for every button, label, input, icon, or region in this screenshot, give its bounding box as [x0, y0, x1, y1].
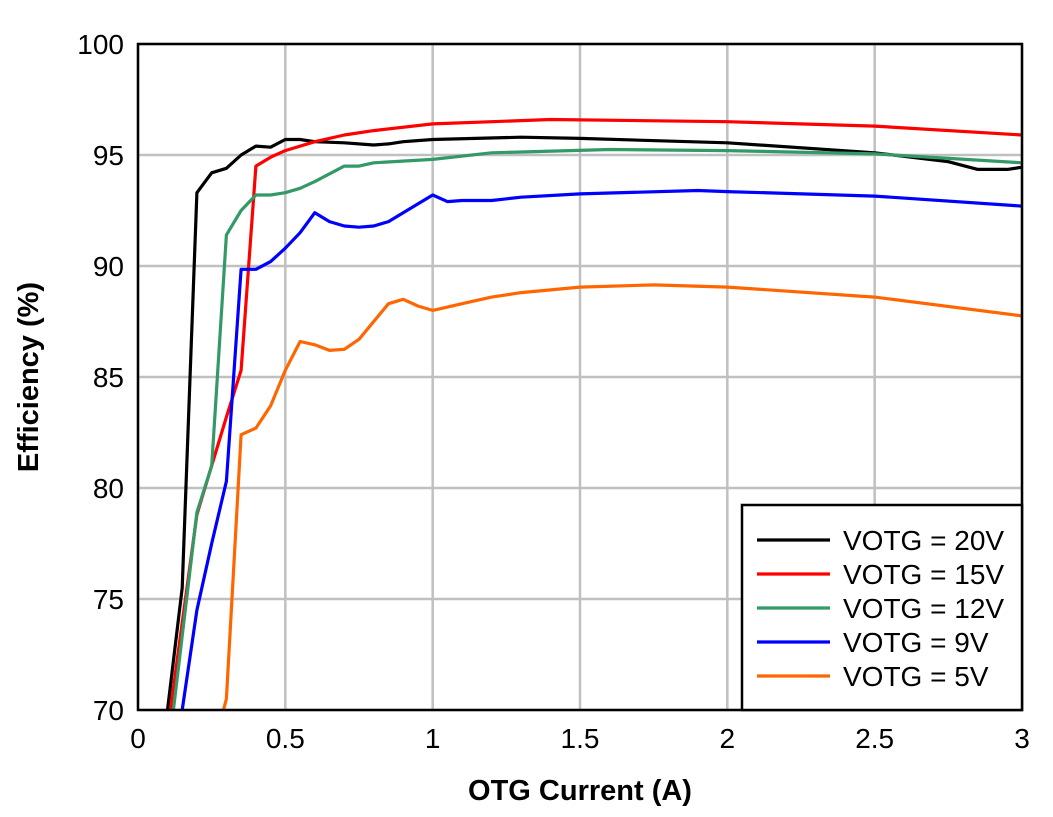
legend-label: VOTG = 20V [843, 525, 1004, 556]
series-lines [165, 117, 1022, 710]
x-tick-labels: 0 0.5 1 1.5 2 2.5 3 [130, 723, 1030, 754]
x-tick-label: 0.5 [266, 723, 305, 754]
legend-label: VOTG = 5V [843, 661, 989, 692]
plot-frame [136, 42, 1024, 712]
y-tick-label: 85 [93, 362, 124, 393]
x-tick-label: 1 [425, 723, 441, 754]
series-line-3 [180, 188, 1022, 710]
legend-label: VOTG = 15V [843, 559, 1004, 590]
x-tick-label: 3 [1014, 723, 1030, 754]
x-tick-label: 2.5 [855, 723, 894, 754]
y-tick-label: 75 [93, 584, 124, 615]
y-tick-label: 70 [93, 695, 124, 726]
y-tick-label: 80 [93, 473, 124, 504]
y-tick-label: 90 [93, 251, 124, 282]
y-tick-label: 100 [77, 29, 124, 60]
y-tick-labels: 70 75 80 85 90 95 100 [77, 29, 124, 726]
x-axis-label: OTG Current (A) [468, 775, 692, 807]
x-tick-label: 1.5 [561, 723, 600, 754]
legend-label: VOTG = 9V [843, 627, 989, 658]
y-tick-label: 95 [93, 140, 124, 171]
y-axis-label: Efficiency (%) [13, 282, 45, 472]
x-tick-label: 2 [720, 723, 736, 754]
legend-label: VOTG = 12V [843, 593, 1004, 624]
x-tick-label: 0 [130, 723, 146, 754]
series-line-4 [221, 283, 1022, 710]
series-line-2 [171, 147, 1022, 710]
